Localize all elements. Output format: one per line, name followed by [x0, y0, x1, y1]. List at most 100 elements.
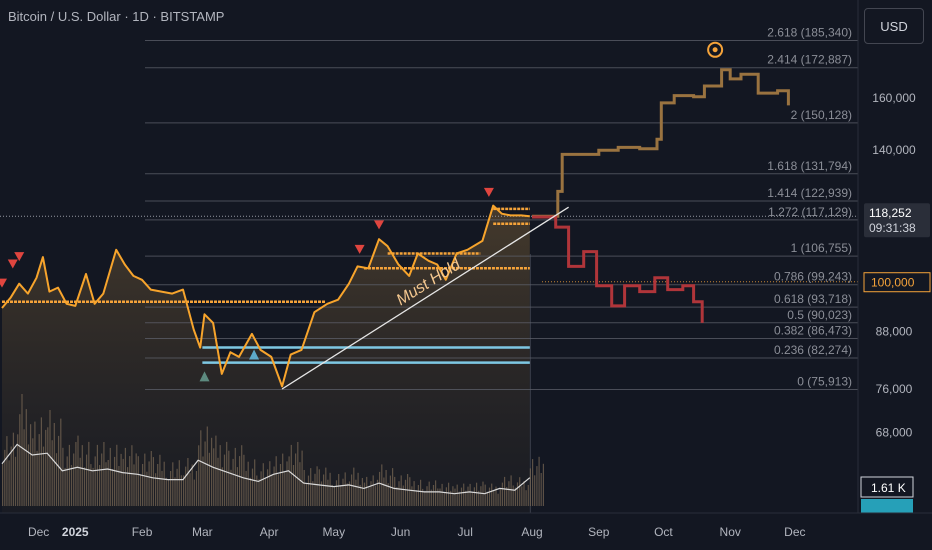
volume-bar — [383, 477, 385, 506]
volume-bar — [19, 414, 21, 506]
price-axis-tick: 160,000 — [872, 91, 916, 105]
volume-bar — [450, 490, 452, 506]
volume-average-line — [1, 443, 531, 495]
time-axis-tick: Dec — [784, 525, 805, 539]
volume-bar — [249, 477, 251, 506]
volume-bar — [142, 464, 144, 506]
volume-bar — [27, 444, 30, 506]
countdown-label: 09:31:38 — [869, 221, 916, 235]
fib-level-label: 0.5 (90,023) — [787, 308, 852, 322]
volume-bar — [81, 445, 83, 506]
volume-bar — [426, 486, 428, 506]
volume-bar — [338, 474, 340, 506]
volume-bar — [94, 456, 96, 506]
volume-bar — [118, 466, 120, 506]
volume-bar — [478, 490, 480, 506]
volume-bar — [251, 468, 254, 506]
volume-bar — [86, 454, 88, 506]
volume-bar — [103, 442, 105, 506]
volume-bar — [79, 457, 81, 506]
volume-bar — [157, 464, 159, 506]
volume-bar — [144, 453, 146, 506]
volume-bar — [17, 434, 19, 506]
volume-bar — [432, 485, 435, 506]
volume-bar — [504, 476, 506, 506]
volume-bar — [394, 476, 396, 506]
volume-bar — [305, 483, 307, 506]
volume-bar — [327, 479, 329, 506]
volume-bar — [260, 471, 262, 506]
volume-bar — [191, 464, 193, 506]
volume-bar — [45, 429, 47, 506]
volume-bar — [32, 438, 34, 506]
volume-bar — [445, 487, 447, 506]
current-price-label: 118,252 — [869, 206, 912, 220]
volume-bar — [172, 462, 174, 506]
signal-down-marker — [14, 252, 25, 262]
volume-bar — [514, 487, 516, 506]
marked-level-label: 100,000 — [871, 276, 915, 290]
volume-bar — [226, 441, 228, 506]
volume-bar — [392, 468, 394, 506]
volume-bar — [404, 479, 407, 506]
price-axis-tick: 68,000 — [876, 425, 913, 439]
volume-bar — [307, 475, 310, 506]
volume-bar — [8, 460, 10, 506]
volume-bar — [267, 469, 269, 506]
volume-bar — [437, 488, 439, 506]
volume-bar — [165, 477, 167, 506]
volume-bar — [525, 490, 527, 506]
volume-bar — [379, 471, 381, 506]
volume-bar — [282, 453, 284, 506]
volume-bar — [239, 456, 241, 506]
time-axis-tick: Nov — [720, 525, 741, 539]
volume-bar — [137, 456, 139, 506]
volume-bar — [381, 464, 383, 506]
time-axis-tick: Jul — [458, 525, 473, 539]
volume-bar — [148, 461, 150, 506]
current-date-divider — [529, 254, 531, 513]
volume-bar — [14, 456, 17, 506]
volume-bar — [30, 424, 32, 506]
signal-down-marker — [0, 278, 7, 288]
volume-bar — [357, 472, 359, 506]
peak-target-dot — [712, 47, 718, 53]
volume-bar — [512, 485, 514, 506]
volume-bar — [47, 427, 49, 506]
volume-bar — [348, 481, 351, 506]
volume-bar — [460, 487, 463, 506]
volume-bar — [342, 478, 344, 506]
volume-bar — [286, 461, 288, 506]
volume-bar — [116, 444, 118, 506]
volume-bar — [428, 481, 430, 506]
volume-bar — [178, 460, 180, 506]
volume-bar — [534, 475, 536, 506]
volume-bar — [329, 472, 331, 506]
volume-bar — [202, 456, 204, 506]
volume-bar — [320, 481, 323, 506]
volume-bar — [187, 458, 189, 506]
volume-bar — [269, 461, 271, 506]
volume-bar — [469, 483, 471, 506]
volume-bar — [422, 488, 424, 506]
volume-bar — [131, 445, 133, 506]
volume-bar — [415, 490, 417, 506]
volume-bar — [195, 471, 198, 506]
time-axis-tick: Jun — [391, 525, 410, 539]
volume-bar — [58, 435, 60, 506]
volume-bar — [521, 486, 523, 506]
volume-bar — [254, 459, 256, 506]
volume-bar — [139, 474, 142, 506]
volume-bar — [68, 444, 70, 506]
currency-button[interactable]: USD — [864, 8, 924, 44]
volume-bar — [413, 481, 415, 506]
volume-bar — [107, 460, 109, 506]
signal-up-marker — [199, 371, 210, 382]
volume-bar — [542, 463, 544, 506]
fib-level-label: 0.382 (86,473) — [774, 324, 852, 338]
volume-bar — [471, 491, 473, 506]
volume-bar — [198, 445, 200, 506]
volume-bar — [344, 472, 346, 506]
volume-bar — [396, 487, 398, 506]
